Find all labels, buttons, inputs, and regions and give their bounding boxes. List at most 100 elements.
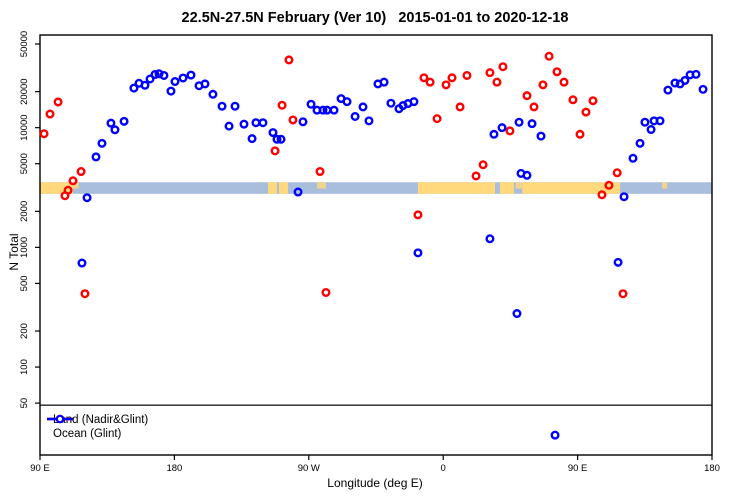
- data-point-ocean: [119, 116, 129, 126]
- land-speckle-segment: [73, 182, 79, 189]
- land-speckle-segment: [317, 182, 326, 189]
- data-point-ocean: [358, 102, 368, 112]
- data-point-ocean: [129, 83, 139, 93]
- data-point-ocean: [178, 73, 188, 83]
- y-axis-title: N Total: [7, 233, 21, 271]
- data-point-ocean: [413, 248, 423, 258]
- ocean-series-symbol-icon: [47, 414, 73, 424]
- data-point-ocean: [522, 170, 532, 180]
- data-point-ocean: [329, 105, 339, 115]
- data-point-ocean: [217, 101, 227, 111]
- data-point-land: [321, 287, 331, 297]
- land-segment: [268, 182, 277, 194]
- data-point-land: [618, 289, 628, 299]
- land-segment: [40, 182, 74, 194]
- data-point-land: [455, 102, 465, 112]
- data-point-ocean: [97, 138, 107, 148]
- data-point-ocean: [170, 77, 180, 87]
- y-tick-label: 50: [19, 398, 30, 409]
- land-speckle-segment: [515, 182, 523, 189]
- y-tick-label: 2000: [19, 201, 30, 222]
- data-point-land: [53, 97, 63, 107]
- data-point-ocean: [646, 125, 656, 135]
- data-point-ocean: [550, 430, 560, 440]
- data-point-land: [568, 95, 578, 105]
- data-point-ocean: [82, 193, 92, 203]
- data-point-land: [588, 96, 598, 106]
- data-point-ocean: [536, 131, 546, 141]
- data-point-land: [505, 126, 515, 136]
- data-point-ocean: [619, 192, 629, 202]
- data-point-land: [76, 167, 86, 177]
- y-tick-label: 20000: [19, 78, 30, 104]
- data-point-land: [581, 107, 591, 117]
- y-tick-label: 500: [19, 275, 30, 291]
- x-tick-label: 90 W: [298, 463, 320, 474]
- data-point-land: [538, 80, 548, 90]
- data-point-ocean: [276, 134, 286, 144]
- data-point-ocean: [514, 117, 524, 127]
- data-point-ocean: [200, 79, 210, 89]
- land-ocean-band: [40, 182, 712, 194]
- data-point-ocean: [140, 80, 150, 90]
- data-point-ocean: [497, 123, 507, 133]
- plot-box: [39, 34, 713, 456]
- data-point-ocean: [268, 128, 278, 138]
- data-point-land: [68, 176, 78, 186]
- data-point-land: [544, 51, 554, 61]
- y-tick-label: 100: [19, 359, 30, 375]
- data-point-land: [575, 129, 585, 139]
- data-point-ocean: [186, 70, 196, 80]
- data-point-ocean: [350, 111, 360, 121]
- data-point-ocean: [485, 234, 495, 244]
- land-segment: [417, 182, 496, 194]
- data-point-land: [270, 146, 280, 156]
- data-point-ocean: [239, 119, 249, 129]
- land-speckle-segment: [661, 182, 668, 189]
- x-tick-label: 180: [166, 463, 182, 474]
- data-point-ocean: [166, 86, 176, 96]
- data-point-ocean: [150, 70, 160, 80]
- land-segment: [499, 182, 514, 194]
- data-point-land: [522, 91, 532, 101]
- land-segment: [278, 182, 289, 194]
- data-point-land: [612, 168, 622, 178]
- data-point-ocean: [527, 119, 537, 129]
- data-point-ocean: [655, 116, 665, 126]
- data-point-ocean: [247, 134, 257, 144]
- data-point-ocean: [224, 121, 234, 131]
- data-point-ocean: [298, 117, 308, 127]
- data-point-ocean: [145, 74, 155, 84]
- data-point-ocean: [640, 117, 650, 127]
- data-point-ocean: [208, 89, 218, 99]
- data-point-ocean: [364, 116, 374, 126]
- data-point-land: [315, 167, 325, 177]
- legend-label-land: Land (Nadir&Glint): [53, 414, 149, 426]
- data-point-ocean: [613, 257, 623, 267]
- data-point-ocean: [663, 85, 673, 95]
- data-point-land: [413, 210, 423, 220]
- data-point-ocean: [628, 153, 638, 163]
- legend-label-ocean: Ocean (Glint): [53, 428, 122, 440]
- data-point-ocean: [386, 98, 396, 108]
- land-segment: [522, 182, 621, 194]
- data-point-land: [39, 129, 49, 139]
- data-point-land: [529, 102, 539, 112]
- data-point-ocean: [159, 70, 169, 80]
- data-point-ocean: [691, 69, 701, 79]
- data-point-land: [478, 160, 488, 170]
- data-point-ocean: [77, 258, 87, 268]
- data-point-land: [277, 100, 287, 110]
- chart-title: 22.5N-27.5N February (Ver 10) 2015-01-01…: [181, 10, 569, 26]
- y-tick-label: 200: [19, 323, 30, 339]
- data-point-ocean: [306, 99, 316, 109]
- data-point-ocean: [251, 118, 261, 128]
- data-point-ocean: [106, 118, 116, 128]
- data-point-ocean: [680, 75, 690, 85]
- data-point-ocean: [258, 118, 268, 128]
- data-point-land: [288, 115, 298, 125]
- x-tick-label: 180: [704, 463, 720, 474]
- data-point-land: [284, 55, 294, 65]
- data-point-land: [447, 73, 457, 83]
